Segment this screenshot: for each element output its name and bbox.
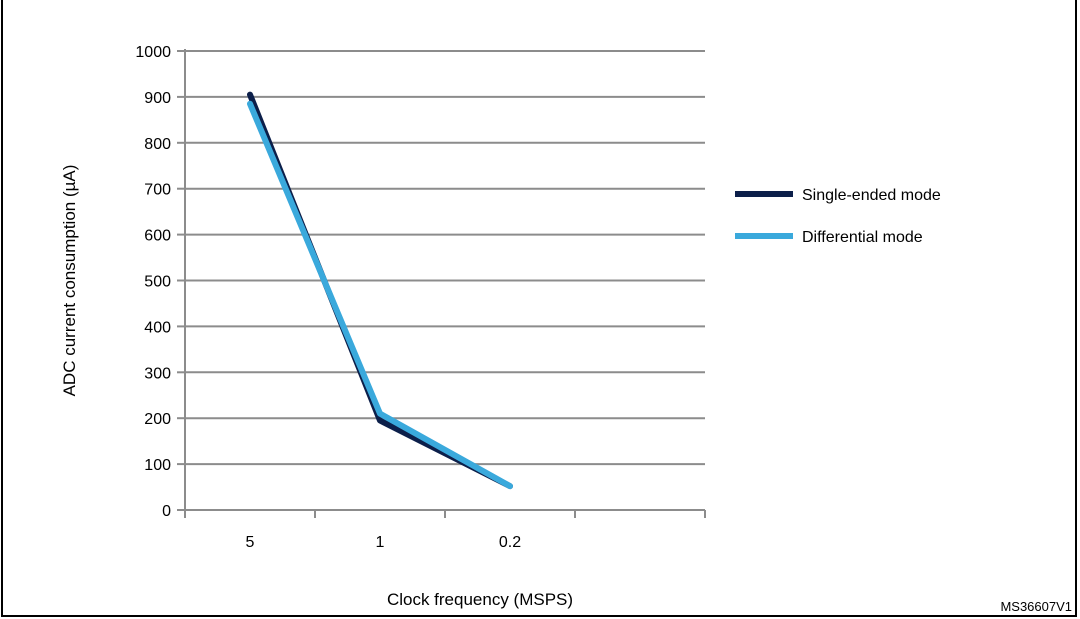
y-tick-label: 500 — [144, 274, 171, 291]
figure-reference-id: MS36607V1 — [1000, 599, 1072, 614]
y-tick-label: 200 — [144, 411, 171, 428]
y-tick-label: 1000 — [135, 44, 171, 61]
y-tick-label: 800 — [144, 136, 171, 153]
y-tick-label: 0 — [162, 503, 171, 520]
legend: Single-ended mode Differential mode — [735, 187, 941, 246]
x-tick-label: 5 — [246, 534, 255, 551]
y-tick-label: 100 — [144, 457, 171, 474]
gridlines — [185, 50, 705, 466]
y-tick-label: 900 — [144, 90, 171, 107]
y-tick-label: 400 — [144, 319, 171, 336]
x-tick-label: 0.2 — [499, 534, 521, 551]
series-line-differential — [247, 100, 513, 490]
series-lines — [247, 91, 513, 490]
y-tick-label: 600 — [144, 228, 171, 245]
y-tick-labels: 0 100 200 300 400 500 600 700 800 900 1000 — [135, 44, 171, 520]
axes — [177, 49, 706, 518]
legend-label: Single-ended mode — [802, 187, 941, 204]
series-line-single-ended — [247, 91, 513, 490]
y-axis-label: ADC current consumption (µA) — [60, 165, 79, 397]
x-tick-label: 1 — [376, 534, 385, 551]
x-axis-label: Clock frequency (MSPS) — [387, 590, 573, 609]
legend-label: Differential mode — [802, 229, 923, 246]
y-tick-label: 300 — [144, 365, 171, 382]
y-tick-label: 700 — [144, 182, 171, 199]
x-tick-labels: 5 1 0.2 — [246, 534, 522, 551]
